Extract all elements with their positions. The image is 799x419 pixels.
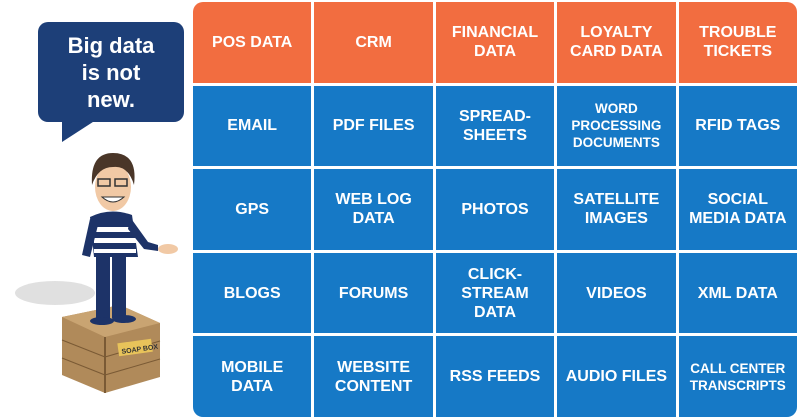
grid-cell-photos: PHOTOS bbox=[435, 169, 555, 250]
grid-cell-word-processing-documents: WORD PROCESSING DOCUMENTS bbox=[557, 85, 676, 167]
data-sources-grid: POS DATA CRM FINANCIAL DATA LOYALTY CARD… bbox=[193, 2, 797, 417]
grid-cell-forums: FORUMS bbox=[314, 252, 433, 334]
grid-cell-social-media-data: SOCIAL MEDIA DATA bbox=[678, 169, 797, 250]
speech-bubble: Big data is not new. bbox=[38, 22, 184, 122]
grid-cell-satellite-images: SATELLITE IMAGES bbox=[557, 169, 676, 250]
hair bbox=[91, 153, 135, 185]
grid-cell-mobile-data: MOBILE DATA bbox=[193, 336, 312, 417]
shadow bbox=[15, 281, 95, 305]
grid-cell-financial-data: FINANCIAL DATA bbox=[435, 2, 555, 83]
bubble-line: new. bbox=[86, 86, 136, 112]
grid-cell-clickstream-data: CLICK-STREAM DATA bbox=[435, 252, 555, 334]
cartoon-woman-on-soapbox: SOAP BOX bbox=[15, 153, 178, 393]
grid-cell-loyalty-card-data: LOYALTY CARD DATA bbox=[557, 2, 676, 83]
bubble-line: is not bbox=[81, 59, 141, 85]
grid-cell-pos-data: POS DATA bbox=[193, 2, 312, 83]
grid-cell-gps: GPS bbox=[193, 169, 312, 250]
grid-cell-email: EMAIL bbox=[193, 85, 312, 167]
speech-bubble-tail bbox=[62, 120, 96, 142]
grid-cell-blogs: BLOGS bbox=[193, 252, 312, 334]
grid-cell-call-center-transcripts: CALL CENTER TRANSCRIPTS bbox=[678, 336, 797, 417]
grid-cell-xml-data: XML DATA bbox=[678, 252, 797, 334]
grid-cell-audio-files: AUDIO FILES bbox=[557, 336, 676, 417]
grid-cell-trouble-tickets: TROUBLE TICKETS bbox=[678, 2, 797, 83]
grid-cell-pdf-files: PDF FILES bbox=[314, 85, 433, 167]
grid-cell-crm: CRM bbox=[314, 2, 433, 83]
grid-cell-web-log-data: WEB LOG DATA bbox=[314, 169, 433, 250]
bubble-line: Big data bbox=[67, 32, 155, 58]
grid-cell-rfid-tags: RFID TAGS bbox=[678, 85, 797, 167]
grid-cell-rss-feeds: RSS FEEDS bbox=[435, 336, 555, 417]
grid-cell-spreadsheets: SPREAD-SHEETS bbox=[435, 85, 555, 167]
grid-cell-website-content: WEBSITE CONTENT bbox=[314, 336, 433, 417]
grid-cell-videos: VIDEOS bbox=[557, 252, 676, 334]
